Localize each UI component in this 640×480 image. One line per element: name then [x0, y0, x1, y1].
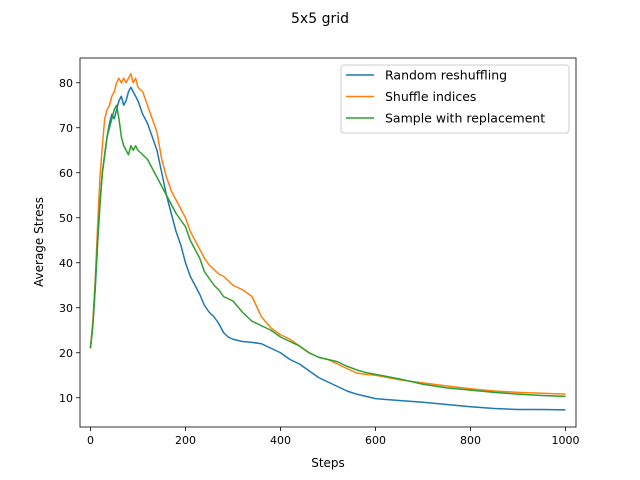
- x-tick-label: 1000: [552, 434, 580, 447]
- y-tick-label: 20: [59, 347, 73, 360]
- legend-label-1: Random reshuffling: [385, 68, 507, 83]
- series-line-1: [89, 86, 566, 411]
- x-tick-label: 800: [460, 434, 481, 447]
- x-tick-label: 200: [175, 434, 196, 447]
- legend: Random reshuffling Shuffle indices Sample …: [340, 64, 570, 134]
- x-tick-label: 0: [87, 434, 94, 447]
- chart-title: 5x5 grid: [291, 11, 349, 27]
- y-tick-label: 50: [59, 212, 73, 225]
- legend-box: [340, 64, 570, 134]
- y-tick-label: 10: [59, 392, 73, 405]
- x-axis-label: Steps: [311, 456, 345, 470]
- y-tick-label: 30: [59, 302, 73, 315]
- y-tick-label: 70: [59, 122, 73, 135]
- x-tick-label: 400: [270, 434, 291, 447]
- legend-label-2: Shuffle indices: [385, 89, 476, 104]
- plot-frame: [79, 57, 577, 428]
- y-tick-label: 40: [59, 257, 73, 270]
- series-line-2: [89, 73, 566, 395]
- y-tick-label: 60: [59, 167, 73, 180]
- x-tick-label: 600: [365, 434, 386, 447]
- y-tick-label: 80: [59, 77, 73, 90]
- legend-label-3: Sample with replacement: [385, 111, 545, 126]
- y-axis-label: Average Stress: [32, 197, 46, 287]
- series-line-3: [89, 104, 566, 398]
